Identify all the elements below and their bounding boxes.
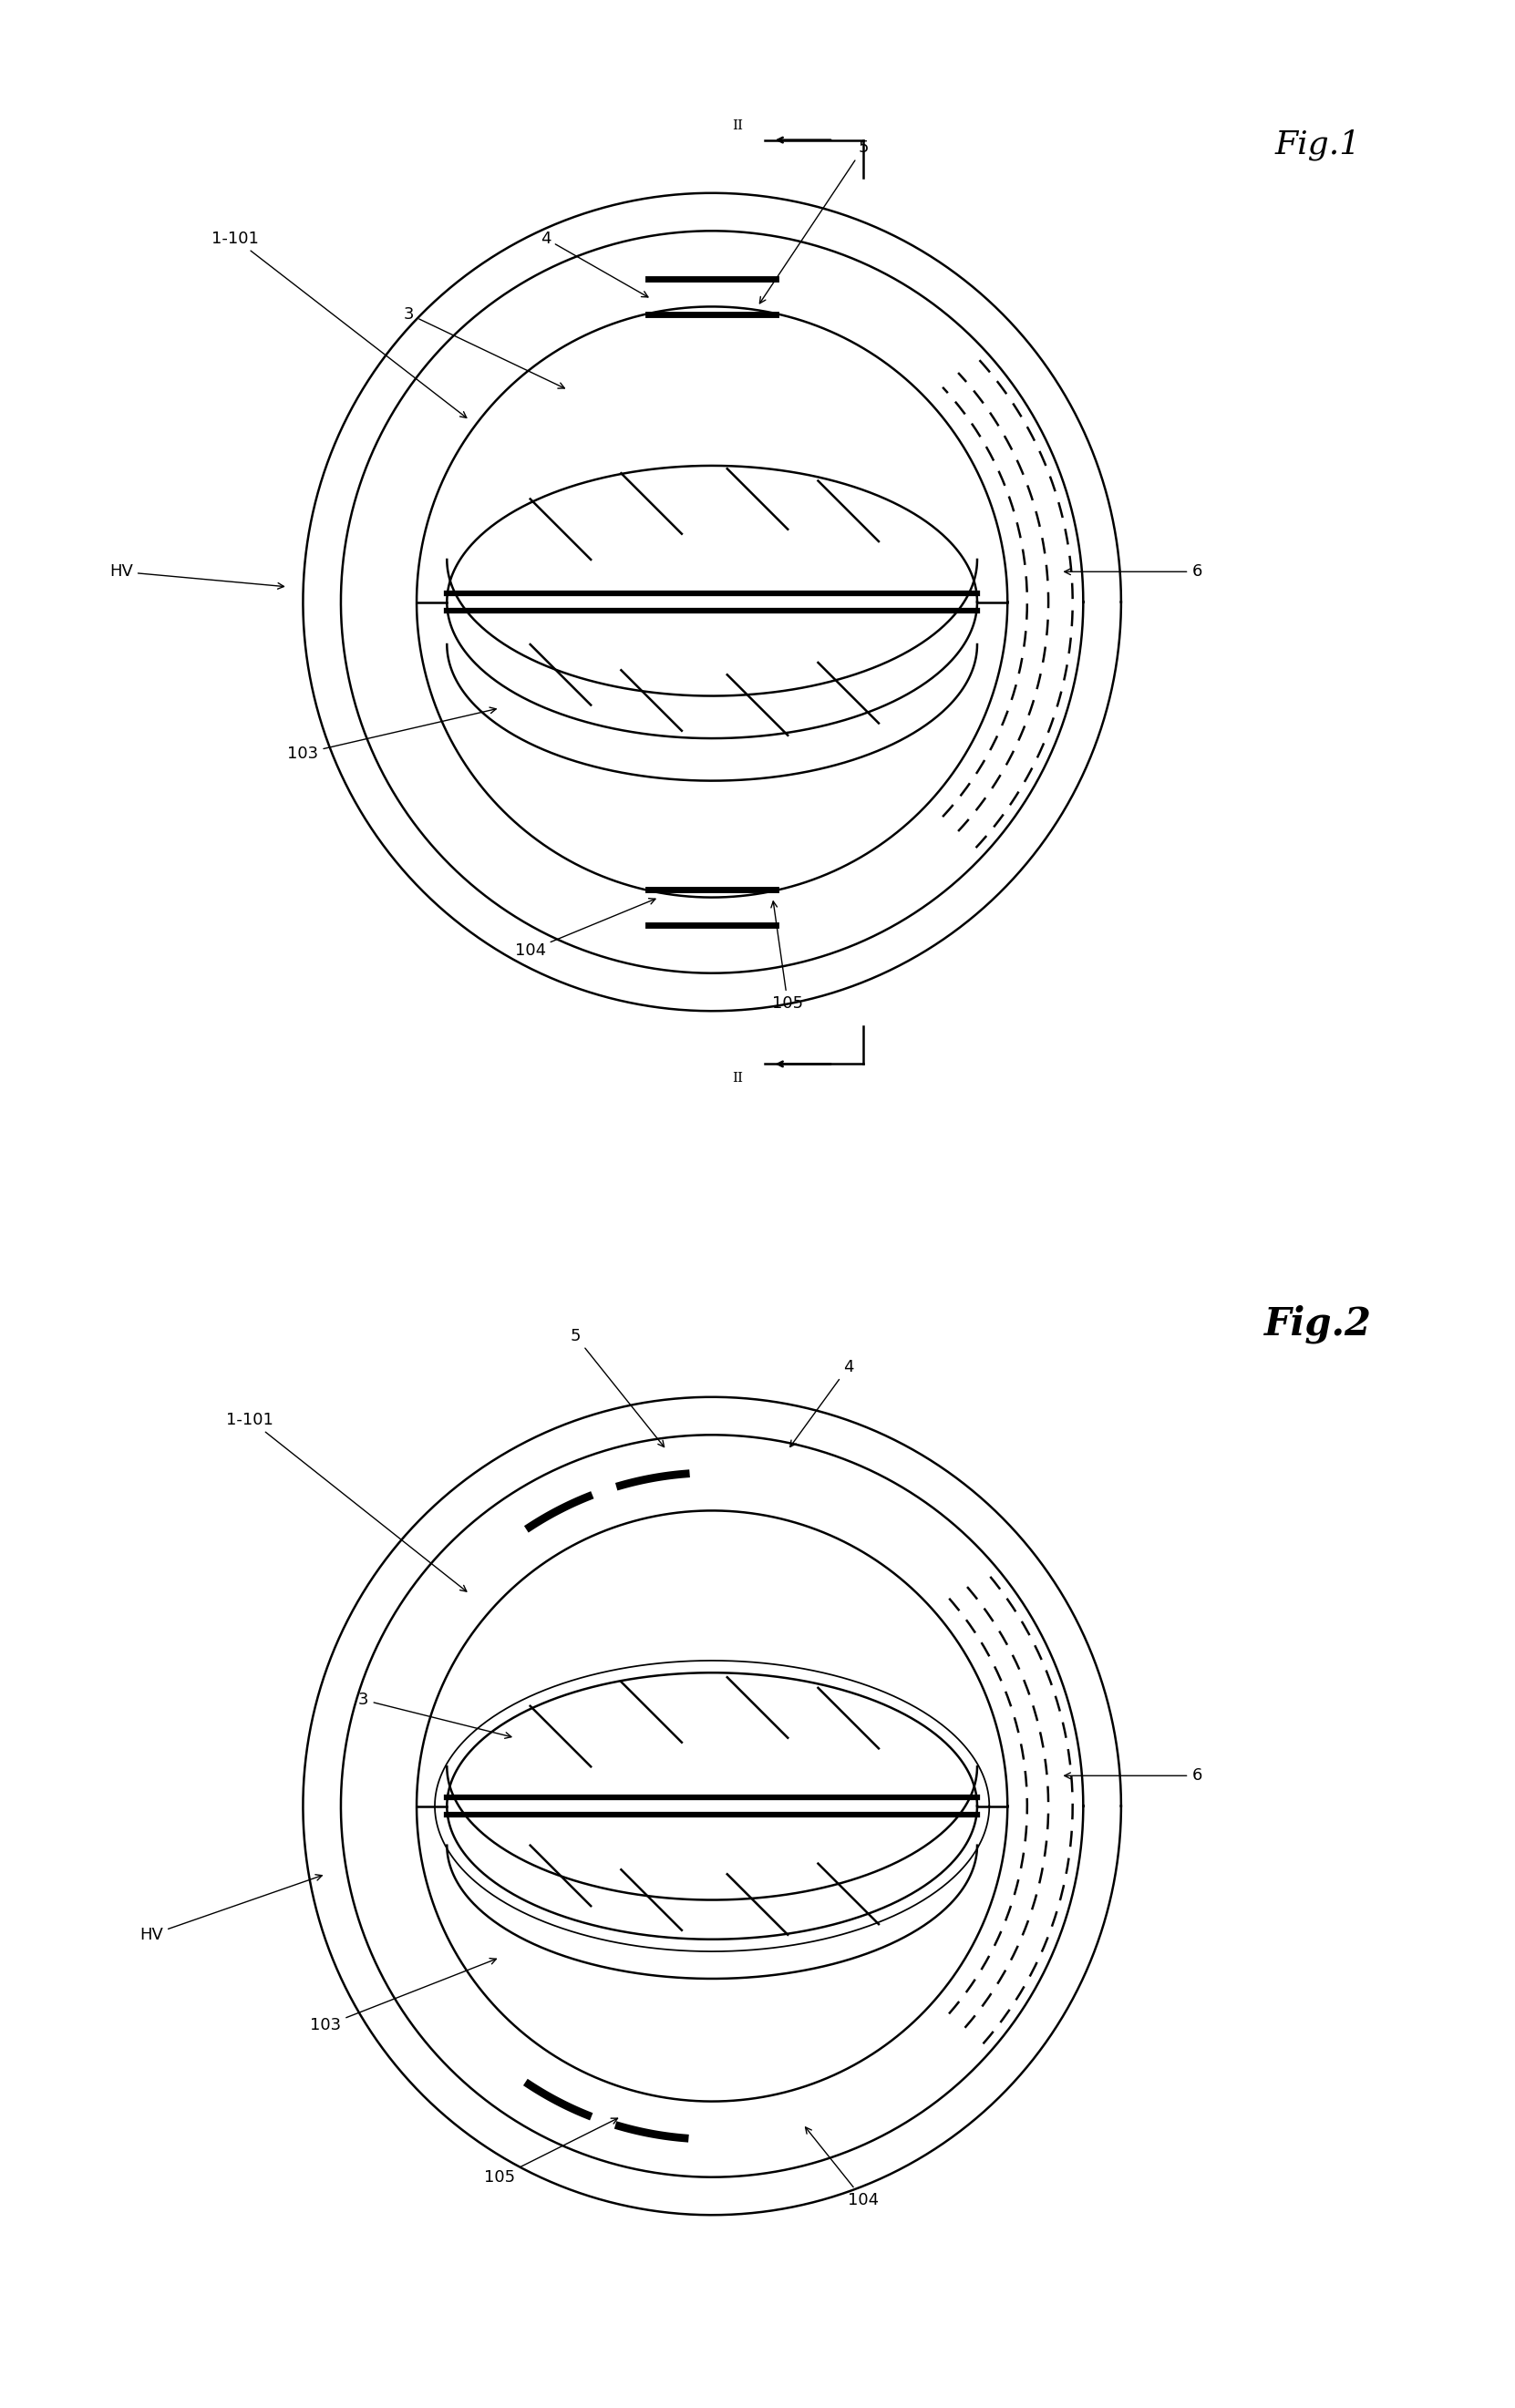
Text: 5: 5: [571, 1329, 664, 1447]
Text: 6: 6: [1065, 563, 1201, 580]
Text: 104: 104: [806, 2126, 879, 2208]
Text: HV: HV: [139, 1873, 323, 1943]
Text: Fig.1: Fig.1: [1276, 128, 1360, 161]
Text: 1-101: 1-101: [211, 231, 467, 419]
Text: 6: 6: [1065, 1767, 1201, 1784]
Text: 3: 3: [359, 1693, 511, 1739]
Text: II: II: [732, 1072, 744, 1084]
Text: 4: 4: [791, 1358, 853, 1447]
Text: 105: 105: [485, 2119, 618, 2186]
Text: 5: 5: [759, 140, 868, 303]
Text: 3: 3: [405, 306, 565, 388]
Text: 104: 104: [515, 898, 656, 958]
Text: 4: 4: [541, 231, 648, 296]
Text: HV: HV: [109, 563, 283, 590]
Text: 105: 105: [771, 901, 803, 1011]
Text: 103: 103: [311, 1958, 497, 2035]
Text: 103: 103: [288, 708, 495, 761]
Text: Fig.2: Fig.2: [1265, 1305, 1371, 1344]
Text: II: II: [732, 120, 744, 132]
Text: 1-101: 1-101: [226, 1411, 467, 1592]
